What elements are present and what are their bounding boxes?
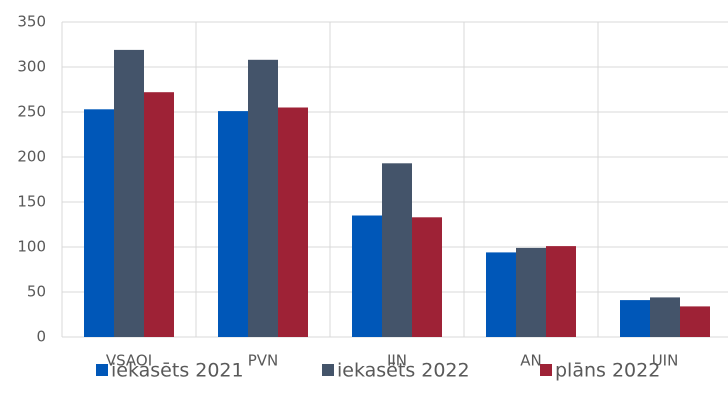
bar — [84, 109, 114, 337]
bar — [620, 300, 650, 337]
bar — [486, 252, 516, 337]
legend-swatch — [96, 364, 108, 376]
x-tick-label: AN — [520, 352, 541, 370]
y-tick-label: 0 — [36, 328, 46, 346]
x-tick-label: UIN — [652, 352, 679, 370]
y-tick-label: 200 — [17, 148, 46, 166]
bar — [650, 297, 680, 337]
bar — [144, 92, 174, 337]
legend-swatch — [540, 364, 552, 376]
bar — [248, 59, 278, 338]
y-tick-label: 100 — [17, 238, 46, 256]
x-tick-label: IIN — [387, 352, 407, 370]
x-tick-label: PVN — [248, 352, 279, 370]
y-tick-label: 50 — [27, 283, 46, 301]
bar — [412, 217, 442, 337]
bar — [218, 111, 248, 337]
bar — [278, 107, 308, 337]
bar — [114, 49, 144, 338]
legend-label: plāns 2022 — [555, 360, 660, 382]
bar — [352, 215, 382, 337]
bar — [680, 306, 710, 337]
x-tick-label: VSAOI — [106, 352, 152, 370]
y-tick-label: 350 — [17, 13, 46, 31]
legend-label: iekasēts 2021 — [111, 360, 244, 382]
legend-swatch — [322, 364, 334, 376]
bar — [516, 247, 546, 337]
legend-label: iekasēts 2022 — [337, 360, 470, 382]
y-tick-label: 150 — [17, 193, 46, 211]
y-tick-label: 300 — [17, 58, 46, 76]
y-tick-label: 250 — [17, 103, 46, 121]
bar — [382, 163, 412, 337]
bar — [546, 246, 576, 337]
